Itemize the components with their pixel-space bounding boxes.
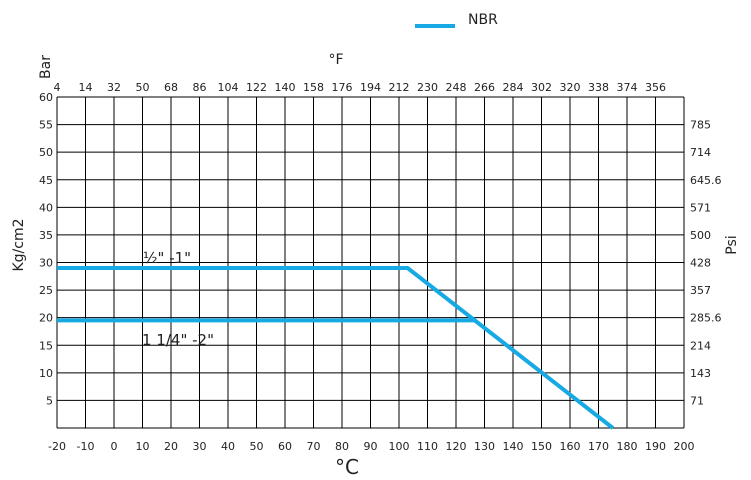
y-left-axis-title: Kg/cm2 — [11, 218, 27, 271]
x-bottom-tick-label: 80 — [335, 440, 349, 453]
x-top-tick-label: 284 — [503, 81, 524, 94]
x-top-tick-label: 212 — [389, 81, 410, 94]
x-top-tick-label: 356 — [645, 81, 666, 94]
x-top-tick-label: 122 — [246, 81, 267, 94]
y-left-unit-label: Bar — [38, 55, 54, 79]
x-bottom-tick-label: 160 — [560, 440, 581, 453]
x-bottom-tick-label: 180 — [617, 440, 638, 453]
legend-label: NBR — [468, 12, 498, 28]
y-left-tick-label: 50 — [39, 146, 53, 159]
x-bottom-tick-label: 120 — [446, 440, 467, 453]
x-top-tick-label: 158 — [303, 81, 324, 94]
x-top-tick-label: 194 — [360, 81, 381, 94]
x-bottom-tick-label: -10 — [77, 440, 95, 453]
y-right-tick-label: 714 — [690, 146, 711, 159]
x-top-tick-label: 338 — [588, 81, 609, 94]
tick-labels: -20 -10 0 10 20 30 40 50 60 70 80 90 100 110 120 130 140… — [39, 81, 722, 453]
x-bottom-tick-label: 170 — [588, 440, 609, 453]
y-right-tick-label: 285.6 — [690, 312, 722, 325]
x-bottom-tick-label: 40 — [221, 440, 235, 453]
x-top-tick-label: 68 — [164, 81, 178, 94]
x-bottom-tick-label: 100 — [389, 440, 410, 453]
x-bottom-tick-label: 20 — [164, 440, 178, 453]
series-label-one-quarter-to-two: 1 1/4" -2" — [142, 331, 214, 349]
y-left-tick-label: 45 — [39, 174, 53, 187]
series-lines — [57, 266, 615, 430]
y-left-tick-label: 30 — [39, 257, 53, 270]
x-top-tick-label: 50 — [136, 81, 150, 94]
y-right-tick-label: 214 — [690, 339, 711, 352]
y-right-tick-label: 500 — [690, 229, 711, 242]
x-bottom-tick-label: 140 — [503, 440, 524, 453]
x-top-tick-label: 374 — [617, 81, 638, 94]
x-top-tick-label: 266 — [474, 81, 495, 94]
x-bottom-tick-label: 0 — [111, 440, 118, 453]
x-top-tick-label: 14 — [79, 81, 93, 94]
x-top-axis-title: °F — [328, 52, 343, 68]
y-right-tick-label: 785 — [690, 119, 711, 132]
y-right-tick-label: 428 — [690, 257, 711, 270]
x-top-tick-label: 230 — [417, 81, 438, 94]
x-top-tick-label: 176 — [332, 81, 353, 94]
x-bottom-tick-label: 130 — [474, 440, 495, 453]
x-bottom-tick-label: 190 — [645, 440, 666, 453]
y-left-tick-label: 60 — [39, 91, 53, 104]
x-bottom-tick-label: 50 — [250, 440, 264, 453]
y-right-tick-label: 143 — [690, 367, 711, 380]
y-left-tick-label: 5 — [46, 394, 53, 407]
x-top-tick-label: 302 — [531, 81, 552, 94]
x-top-tick-label: 104 — [218, 81, 239, 94]
x-top-tick-label: 4 — [54, 81, 61, 94]
series-line-0 — [57, 266, 615, 430]
x-top-tick-label: 140 — [275, 81, 296, 94]
x-bottom-tick-label: -20 — [48, 440, 66, 453]
y-left-tick-label: 25 — [39, 284, 53, 297]
legend: NBR — [415, 12, 498, 28]
grid — [56, 96, 685, 429]
y-left-tick-label: 35 — [39, 229, 53, 242]
x-bottom-tick-label: 70 — [307, 440, 321, 453]
x-top-tick-label: 86 — [193, 81, 207, 94]
x-bottom-tick-label: 200 — [674, 440, 695, 453]
y-left-tick-label: 40 — [39, 201, 53, 214]
series-label-half-to-one: ½" -1" — [143, 249, 191, 267]
x-bottom-axis-title: °C — [335, 455, 359, 479]
y-right-tick-label: 71 — [690, 394, 704, 407]
x-top-tick-label: 32 — [107, 81, 121, 94]
y-right-tick-label: 357 — [690, 284, 711, 297]
y-left-tick-label: 10 — [39, 367, 53, 380]
y-left-tick-label: 20 — [39, 312, 53, 325]
x-bottom-tick-label: 90 — [364, 440, 378, 453]
y-left-tick-label: 15 — [39, 339, 53, 352]
y-right-tick-label: 645.6 — [690, 174, 722, 187]
y-left-tick-label: 55 — [39, 119, 53, 132]
x-bottom-tick-label: 110 — [417, 440, 438, 453]
x-top-tick-label: 248 — [446, 81, 467, 94]
y-right-tick-label: 571 — [690, 201, 711, 214]
x-bottom-tick-label: 60 — [278, 440, 292, 453]
x-top-tick-label: 320 — [560, 81, 581, 94]
y-right-axis-title: Psi — [724, 235, 740, 254]
x-bottom-tick-label: 150 — [531, 440, 552, 453]
x-bottom-tick-label: 10 — [136, 440, 150, 453]
x-bottom-tick-label: 30 — [193, 440, 207, 453]
